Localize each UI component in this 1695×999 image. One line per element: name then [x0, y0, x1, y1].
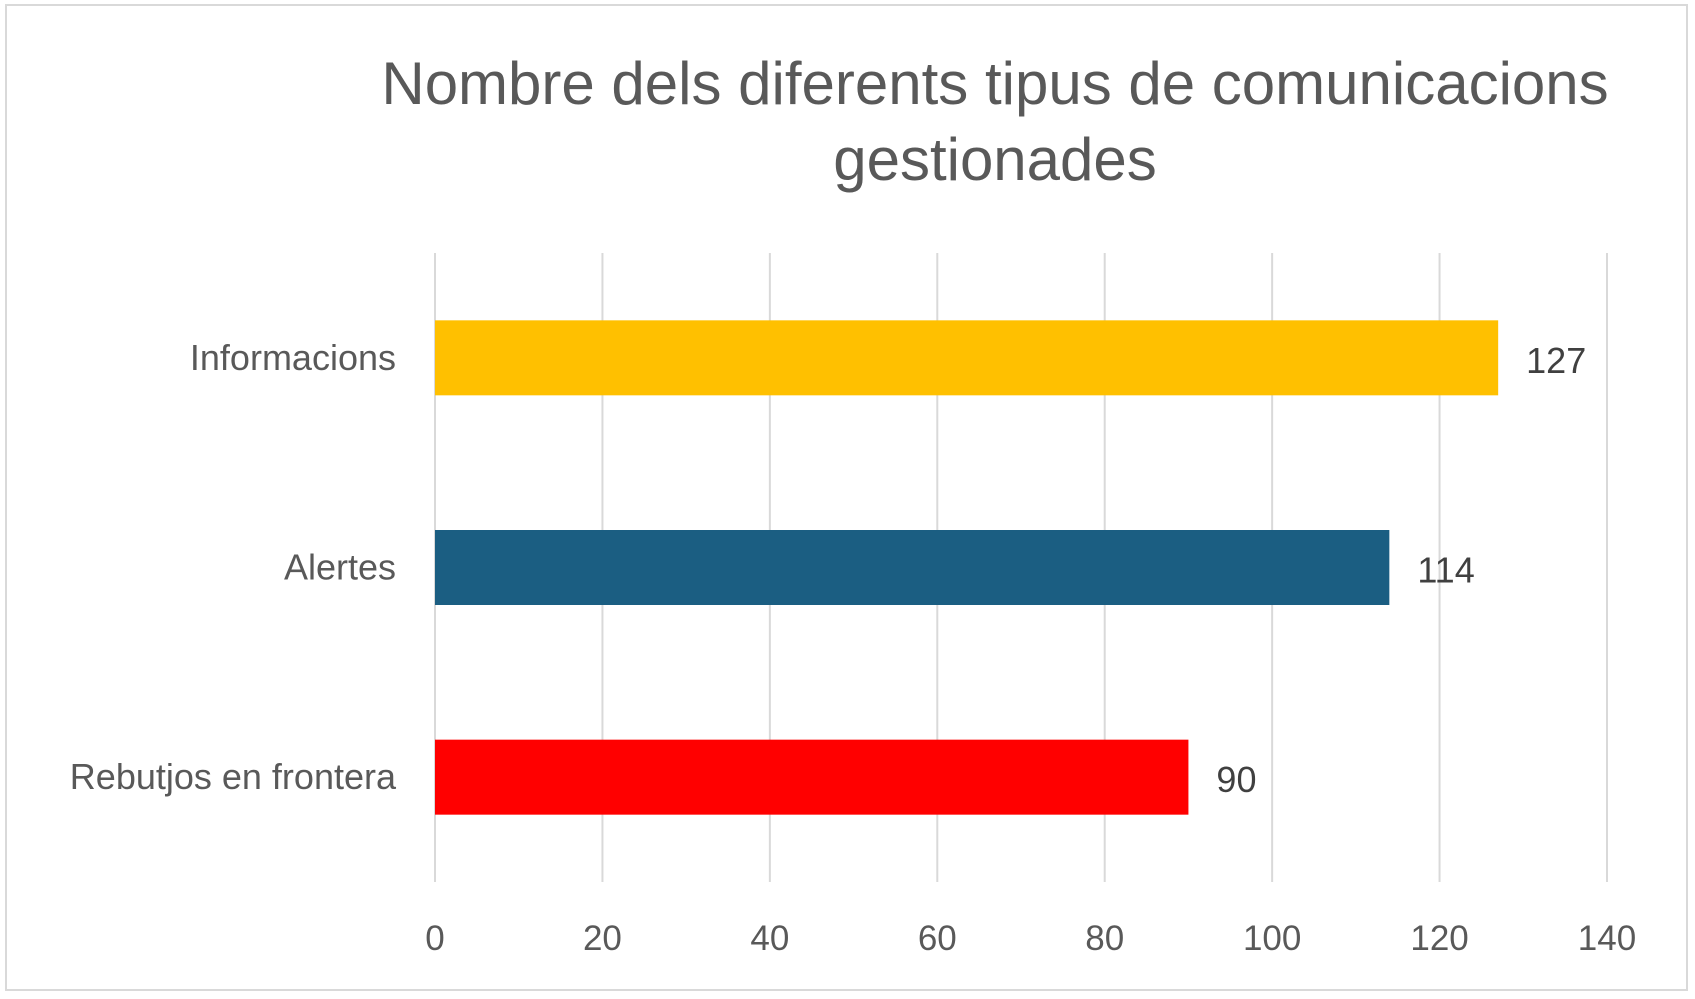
- x-tick-label: 140: [1578, 919, 1636, 958]
- chart-title: Nombre dels diferents tipus de comunicac…: [381, 50, 1609, 193]
- x-tick-label: 120: [1410, 919, 1468, 958]
- x-tick-label: 80: [1085, 919, 1124, 958]
- x-axis-tick-labels: 0 20 40 60 80 100 120 140: [425, 919, 1636, 958]
- chart-frame: [5, 4, 1688, 991]
- category-labels: Informacions Alertes Rebutjos en frontera: [70, 337, 397, 797]
- bar: [435, 739, 1189, 815]
- data-label: 90: [1216, 759, 1256, 800]
- category-label: Rebutjos en frontera: [70, 756, 397, 797]
- x-tick-label: 100: [1243, 919, 1301, 958]
- bar: [435, 530, 1390, 605]
- x-tick-label: 0: [425, 919, 444, 958]
- category-label: Informacions: [190, 337, 396, 378]
- bar: [435, 320, 1499, 396]
- data-label: 127: [1526, 340, 1586, 381]
- x-tick-label: 40: [750, 919, 789, 958]
- x-tick-label: 60: [918, 919, 957, 958]
- data-labels: 127 114 90: [1216, 340, 1586, 800]
- x-tick-label: 20: [583, 919, 622, 958]
- bars: [435, 320, 1499, 815]
- data-label: 114: [1417, 550, 1474, 591]
- category-label: Alertes: [284, 547, 396, 588]
